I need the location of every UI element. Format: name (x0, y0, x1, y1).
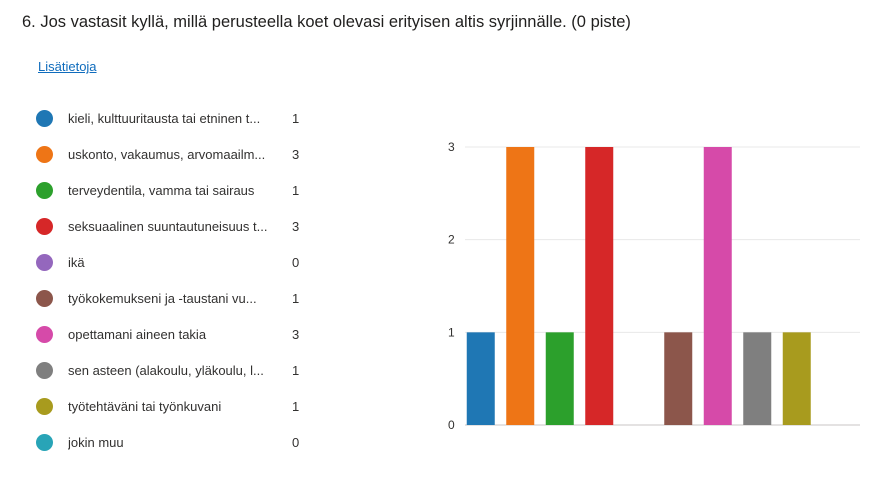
legend-color-dot (36, 361, 53, 379)
legend-count: 3 (292, 326, 300, 342)
legend-label: ikä (68, 254, 85, 270)
bar[interactable] (782, 332, 811, 425)
legend-color-dot (36, 325, 53, 343)
legend-count: 1 (292, 110, 300, 126)
bar[interactable] (664, 332, 693, 425)
legend-color-dot (36, 109, 53, 127)
legend-label: työkokemukseni ja -taustani vu... (68, 290, 257, 306)
legend-label: opettamani aineen takia (68, 326, 207, 342)
bar[interactable] (545, 332, 574, 425)
y-tick-label: 0 (448, 418, 455, 432)
legend-count: 1 (292, 362, 300, 378)
legend-label: sen asteen (alakoulu, yläkoulu, l... (68, 362, 264, 378)
legend-label: jokin muu (68, 434, 124, 450)
legend-item: seksuaalinen suuntautuneisuus t... 3 (36, 208, 316, 244)
legend-item: kieli, kulttuuritausta tai etninen t... 1 (36, 100, 316, 136)
legend-color-dot (36, 289, 53, 307)
legend-color-dot (36, 145, 53, 163)
legend-count: 0 (292, 434, 300, 450)
bar[interactable] (466, 332, 495, 425)
legend-color-dot (36, 181, 53, 199)
legend-color-dot (36, 397, 53, 415)
legend-count: 1 (292, 290, 300, 306)
legend-label: terveydentila, vamma tai sairaus (68, 182, 255, 198)
bar-chart: 0 1 2 3 (448, 140, 860, 432)
bar[interactable] (506, 147, 535, 425)
bar[interactable] (703, 147, 732, 425)
legend-item: uskonto, vakaumus, arvomaailm... 3 (36, 136, 316, 172)
legend-item: jokin muu 0 (36, 424, 316, 460)
legend-count: 1 (292, 398, 300, 414)
legend-color-dot (36, 433, 53, 451)
legend-item: työtehtäväni tai työnkuvani 1 (36, 388, 316, 424)
legend-item: työkokemukseni ja -taustani vu... 1 (36, 280, 316, 316)
y-tick-label: 1 (448, 325, 455, 339)
legend-label: kieli, kulttuuritausta tai etninen t... (68, 110, 261, 126)
y-tick-label: 2 (448, 233, 455, 247)
legend-count: 3 (292, 218, 300, 234)
legend-color-dot (36, 217, 53, 235)
legend-item: sen asteen (alakoulu, yläkoulu, l... 1 (36, 352, 316, 388)
legend-count: 1 (292, 182, 300, 198)
legend-item: terveydentila, vamma tai sairaus 1 (36, 172, 316, 208)
chart-legend: kieli, kulttuuritausta tai etninen t... 1… (36, 100, 316, 460)
bar[interactable] (743, 332, 772, 425)
legend-label: työtehtäväni tai työnkuvani (68, 398, 222, 414)
legend-count: 3 (292, 146, 300, 162)
legend-color-dot (36, 253, 53, 271)
more-info-link[interactable]: Lisätietoja (38, 59, 97, 74)
bar[interactable] (585, 147, 614, 425)
legend-item: ikä 0 (36, 244, 316, 280)
legend-label: seksuaalinen suuntautuneisuus t... (68, 218, 268, 234)
legend-label: uskonto, vakaumus, arvomaailm... (68, 146, 266, 162)
legend-item: opettamani aineen takia 3 (36, 316, 316, 352)
y-tick-label: 3 (448, 140, 455, 154)
legend-count: 0 (292, 254, 300, 270)
question-title: 6. Jos vastasit kyllä, millä perusteella… (22, 13, 631, 31)
